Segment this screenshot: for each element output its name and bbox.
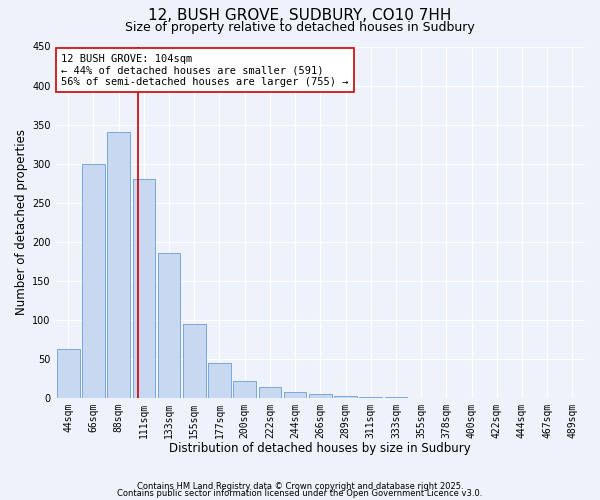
Bar bbox=[233, 380, 256, 398]
Text: Contains HM Land Registry data © Crown copyright and database right 2025.: Contains HM Land Registry data © Crown c… bbox=[137, 482, 463, 491]
Bar bbox=[284, 392, 307, 398]
Bar bbox=[57, 348, 80, 398]
Bar bbox=[385, 397, 407, 398]
Text: 12 BUSH GROVE: 104sqm
← 44% of detached houses are smaller (591)
56% of semi-det: 12 BUSH GROVE: 104sqm ← 44% of detached … bbox=[61, 54, 349, 86]
Bar bbox=[259, 387, 281, 398]
Bar bbox=[359, 397, 382, 398]
Bar bbox=[309, 394, 332, 398]
Bar bbox=[334, 396, 357, 398]
Text: 12, BUSH GROVE, SUDBURY, CO10 7HH: 12, BUSH GROVE, SUDBURY, CO10 7HH bbox=[148, 8, 452, 22]
Bar bbox=[82, 164, 105, 398]
Bar bbox=[133, 179, 155, 398]
Bar bbox=[208, 362, 231, 398]
Bar bbox=[107, 132, 130, 398]
Bar bbox=[183, 324, 206, 398]
X-axis label: Distribution of detached houses by size in Sudbury: Distribution of detached houses by size … bbox=[169, 442, 471, 455]
Bar bbox=[158, 254, 181, 398]
Text: Contains public sector information licensed under the Open Government Licence v3: Contains public sector information licen… bbox=[118, 489, 482, 498]
Text: Size of property relative to detached houses in Sudbury: Size of property relative to detached ho… bbox=[125, 21, 475, 34]
Y-axis label: Number of detached properties: Number of detached properties bbox=[15, 129, 28, 315]
